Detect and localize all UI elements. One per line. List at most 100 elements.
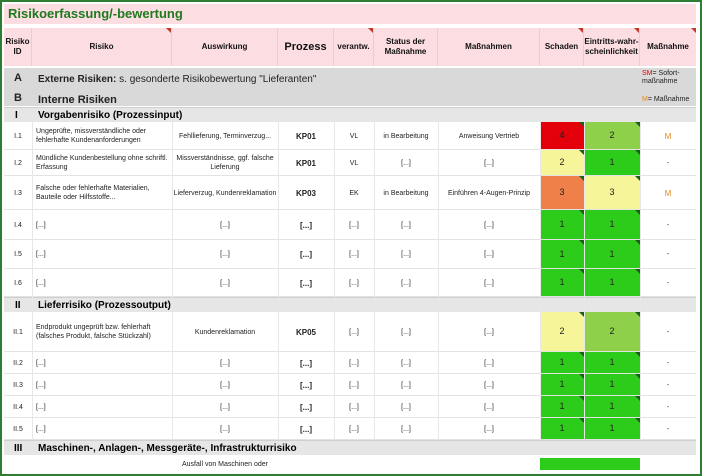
cell-eintritt[interactable]: 2: [584, 122, 640, 149]
cell-eintritt[interactable]: 3: [584, 176, 640, 209]
cell-risiko[interactable]: [...]: [36, 374, 172, 396]
cell-auswirkung[interactable]: [...]: [172, 374, 278, 396]
cell-eintritt[interactable]: 1: [584, 269, 640, 296]
header-schaden[interactable]: Schaden: [540, 28, 584, 66]
header-risiko-id[interactable]: Risiko ID: [4, 28, 32, 66]
cell-prozess[interactable]: [...]: [278, 210, 334, 240]
cell-status[interactable]: [...]: [374, 396, 438, 418]
cell-auswirkung[interactable]: [...]: [172, 210, 278, 240]
cell-verantw[interactable]: [...]: [334, 240, 374, 269]
cell-risiko-id[interactable]: II.5: [4, 418, 32, 440]
cell-eintritt[interactable]: 1: [584, 210, 640, 239]
cell-massnahmen[interactable]: [...]: [438, 210, 540, 240]
cell-risiko[interactable]: [...]: [36, 396, 172, 418]
header-eintritt[interactable]: Eintritts-wahr-scheinlichkeit: [584, 28, 640, 66]
cell-verantw[interactable]: [...]: [334, 269, 374, 297]
cell-risiko[interactable]: [...]: [36, 240, 172, 269]
header-massnahme[interactable]: Maßnahme: [640, 28, 696, 66]
cell-prozess[interactable]: [...]: [278, 240, 334, 269]
cell-risiko-id[interactable]: II.1: [4, 312, 32, 352]
cell-massnahmen[interactable]: [...]: [438, 240, 540, 269]
cell-massnahme[interactable]: -: [640, 374, 696, 396]
cell-verantw[interactable]: [...]: [334, 312, 374, 352]
cell-auswirkung[interactable]: [...]: [172, 396, 278, 418]
cell-risiko[interactable]: Falsche oder fehlerhafte Materialien, Ba…: [36, 176, 172, 210]
cell-risiko-id[interactable]: I.6: [4, 269, 32, 297]
cell-auswirkung[interactable]: [...]: [172, 269, 278, 297]
cell-status[interactable]: in Bearbeitung: [374, 176, 438, 210]
cell-auswirkung[interactable]: Fehllieferung, Terminverzug...: [172, 122, 278, 150]
cell-auswirkung[interactable]: Kundenreklamation: [172, 312, 278, 352]
header-auswirkung[interactable]: Auswirkung: [172, 28, 278, 66]
cell-prozess[interactable]: [...]: [278, 374, 334, 396]
cell-prozess[interactable]: KP01: [278, 122, 334, 150]
cell-schaden[interactable]: 1: [540, 240, 584, 268]
cell-eintritt[interactable]: 1: [584, 396, 640, 417]
cell-risiko-id[interactable]: II.2: [4, 352, 32, 374]
cell-massnahmen[interactable]: [...]: [438, 150, 540, 176]
cell-massnahme[interactable]: M: [640, 122, 696, 150]
cell-schaden[interactable]: 1: [540, 352, 584, 373]
header-status[interactable]: Status der Maßnahme: [374, 28, 438, 66]
cell-eintritt[interactable]: 1: [584, 374, 640, 395]
cell-schaden[interactable]: 1: [540, 418, 584, 439]
header-risiko[interactable]: Risiko: [32, 28, 172, 66]
cell-status[interactable]: [...]: [374, 240, 438, 269]
cell-status[interactable]: [...]: [374, 312, 438, 352]
cell-risiko[interactable]: [...]: [36, 210, 172, 240]
cell-massnahme[interactable]: -: [640, 150, 696, 176]
cell-massnahmen[interactable]: [...]: [438, 312, 540, 352]
cell-rating-band[interactable]: [540, 458, 640, 470]
cell-prozess[interactable]: KP03: [278, 176, 334, 210]
cell-prozess[interactable]: [...]: [278, 352, 334, 374]
cell-schaden[interactable]: 4: [540, 122, 584, 149]
cell-eintritt[interactable]: 1: [584, 240, 640, 268]
cell-risiko[interactable]: Ungeprüfte, missverständliche oder fehle…: [36, 122, 172, 150]
cell-status[interactable]: [...]: [374, 150, 438, 176]
cell-verantw[interactable]: [...]: [334, 418, 374, 440]
cell-schaden[interactable]: 2: [540, 150, 584, 175]
cell-eintritt[interactable]: 1: [584, 150, 640, 175]
cell-status[interactable]: [...]: [374, 269, 438, 297]
cell-verantw[interactable]: [...]: [334, 352, 374, 374]
cell-schaden[interactable]: 3: [540, 176, 584, 209]
cell-massnahme[interactable]: -: [640, 240, 696, 269]
cell-schaden[interactable]: 1: [540, 374, 584, 395]
cell-massnahmen[interactable]: [...]: [438, 374, 540, 396]
cell-risiko-id[interactable]: I.4: [4, 210, 32, 240]
cell-massnahme[interactable]: -: [640, 418, 696, 440]
header-massnahmen[interactable]: Maßnahmen: [438, 28, 540, 66]
cell-schaden[interactable]: 1: [540, 269, 584, 296]
cell-status[interactable]: [...]: [374, 418, 438, 440]
cell-auswirkung[interactable]: Missverständnisse, ggf. falsche Lieferun…: [172, 150, 278, 176]
cell-schaden[interactable]: 1: [540, 210, 584, 239]
cell-verantw[interactable]: VL: [334, 150, 374, 176]
cell-verantw[interactable]: EK: [334, 176, 374, 210]
cell-status[interactable]: [...]: [374, 210, 438, 240]
cell-risiko[interactable]: Endprodukt ungeprüft bzw. fehlerhaft (fa…: [36, 312, 172, 352]
cell-auswirkung[interactable]: [...]: [172, 418, 278, 440]
cell-risiko[interactable]: [...]: [36, 352, 172, 374]
cell-status[interactable]: in Bearbeitung: [374, 122, 438, 150]
cell-massnahme[interactable]: -: [640, 312, 696, 352]
cell-eintritt[interactable]: 2: [584, 312, 640, 351]
cell-massnahmen[interactable]: [...]: [438, 418, 540, 440]
cell-prozess[interactable]: [...]: [278, 396, 334, 418]
cell-schaden[interactable]: 1: [540, 396, 584, 417]
cell-verantw[interactable]: [...]: [334, 210, 374, 240]
cell-risiko-id[interactable]: I.2: [4, 150, 32, 176]
cell-verantw[interactable]: VL: [334, 122, 374, 150]
cell-massnahmen[interactable]: [...]: [438, 269, 540, 297]
cell-massnahmen[interactable]: Anweisung Vertrieb: [438, 122, 540, 150]
cell-risiko[interactable]: Mündliche Kundenbestellung ohne schriftl…: [36, 150, 172, 176]
header-prozess[interactable]: Prozess: [278, 28, 334, 66]
cell-risiko-id[interactable]: I.5: [4, 240, 32, 269]
cell-risiko[interactable]: [...]: [36, 418, 172, 440]
cell-prozess[interactable]: KP01: [278, 150, 334, 176]
cell-risiko-id[interactable]: II.4: [4, 396, 32, 418]
cell-risiko[interactable]: [...]: [36, 269, 172, 297]
cell-massnahme[interactable]: -: [640, 269, 696, 297]
cell-massnahmen[interactable]: [...]: [438, 352, 540, 374]
cell-auswirkung[interactable]: Ausfall von Maschinen oder: [172, 458, 278, 470]
cell-auswirkung[interactable]: [...]: [172, 240, 278, 269]
